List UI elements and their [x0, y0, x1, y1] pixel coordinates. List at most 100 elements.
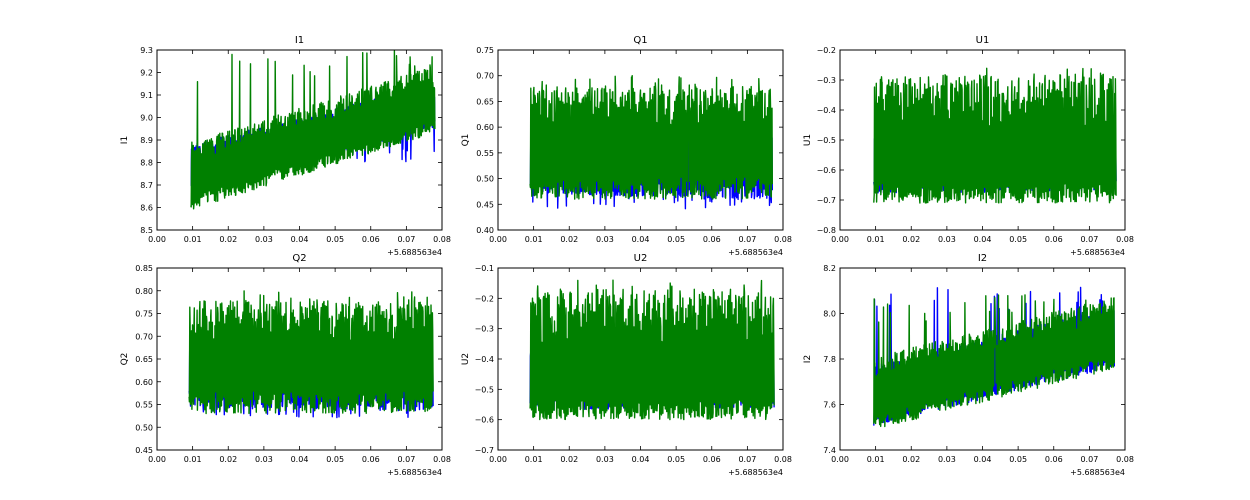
x-tick-label: 0.07	[1080, 455, 1098, 464]
chart-title: I1	[295, 35, 304, 46]
chart-title: Q2	[292, 253, 306, 264]
x-tick-label: 0.02	[560, 455, 578, 464]
x-tick-label: 0.00	[831, 455, 849, 464]
x-tick-label: 0.07	[738, 235, 756, 244]
y-tick-label: −0.5	[817, 136, 836, 145]
y-tick-label: 7.8	[823, 355, 836, 364]
y-tick-label: 0.85	[135, 264, 153, 273]
x-tick-label: 0.07	[397, 235, 415, 244]
y-tick-label: −0.4	[475, 355, 494, 364]
y-tick-label: 0.50	[135, 423, 153, 432]
y-tick-label: 0.50	[476, 175, 494, 184]
x-tick-label: 0.03	[938, 455, 956, 464]
x-tick-label: 0.02	[219, 455, 237, 464]
x-tick-label: 0.01	[184, 235, 202, 244]
series-group	[873, 67, 1117, 204]
series-group	[529, 279, 775, 421]
y-tick-label: 0.45	[135, 446, 153, 455]
x-tick-label: 0.04	[632, 455, 650, 464]
chart-title: I2	[978, 253, 987, 264]
x-tick-label: 0.05	[1009, 235, 1027, 244]
x-tick-label: 0.03	[255, 455, 273, 464]
y-tick-label: 7.6	[823, 401, 836, 410]
y-axis-label: I2	[803, 355, 813, 363]
x-tick-label: 0.08	[1116, 455, 1134, 464]
x-tick-label: 0.01	[867, 455, 885, 464]
chart-panel-u1: 0.00 0.01 0.02 0.03 0.04 0.05 0.06 0.07 0.08 −0.8…	[803, 35, 1134, 257]
chart-panel-i1: 0.00 0.01 0.02 0.03 0.04 0.05 0.06 0.07 0.08 8.5 8…	[120, 35, 451, 257]
x-tick-label: 0.03	[596, 235, 614, 244]
x-tick-label: 0.05	[667, 455, 685, 464]
x-tick-label: 0.05	[326, 235, 344, 244]
x-tick-label: 0.07	[1080, 235, 1098, 244]
y-tick-label: 8.8	[140, 159, 153, 168]
y-tick-label: 0.65	[135, 355, 153, 364]
x-tick-label: 0.04	[974, 235, 992, 244]
x-tick-label: 0.08	[433, 455, 451, 464]
x-tick-label: 0.02	[219, 235, 237, 244]
y-tick-label: 9.0	[140, 114, 153, 123]
x-offset-label: +5.688563e4	[728, 248, 783, 257]
x-tick-label: 0.06	[1045, 455, 1063, 464]
series-group	[188, 290, 434, 419]
y-tick-label: −0.4	[817, 106, 836, 115]
x-tick-label: 0.01	[525, 235, 543, 244]
series-green-line	[188, 290, 434, 415]
y-tick-label: 0.45	[476, 200, 494, 209]
x-tick-label: 0.01	[867, 235, 885, 244]
y-tick-label: 0.75	[476, 46, 494, 55]
x-tick-label: 0.07	[738, 455, 756, 464]
y-tick-label: 9.2	[140, 69, 153, 78]
chart-title: Q1	[633, 35, 647, 46]
x-tick-label: 0.06	[703, 455, 721, 464]
x-offset-label: +5.688563e4	[1070, 468, 1125, 477]
x-tick-label: 0.08	[1116, 235, 1134, 244]
series-group	[190, 50, 436, 210]
x-tick-label: 0.06	[362, 455, 380, 464]
x-tick-label: 0.00	[148, 235, 166, 244]
y-tick-label: 0.75	[135, 310, 153, 319]
y-axis-label: I1	[120, 136, 130, 144]
x-tick-label: 0.02	[560, 235, 578, 244]
x-tick-label: 0.05	[1009, 455, 1027, 464]
y-tick-label: 0.65	[476, 97, 494, 106]
x-tick-label: 0.02	[902, 235, 920, 244]
x-tick-label: 0.08	[433, 235, 451, 244]
x-tick-label: 0.08	[774, 455, 792, 464]
series-green-line	[529, 74, 773, 200]
y-tick-label: 9.1	[140, 91, 153, 100]
y-tick-label: −0.2	[475, 294, 494, 303]
y-tick-label: 8.0	[823, 310, 836, 319]
x-tick-label: 0.04	[974, 455, 992, 464]
x-tick-label: 0.05	[667, 235, 685, 244]
y-tick-label: −0.3	[817, 76, 836, 85]
x-tick-label: 0.01	[184, 455, 202, 464]
y-tick-label: 8.2	[823, 264, 836, 273]
x-tick-label: 0.08	[774, 235, 792, 244]
y-tick-label: 0.60	[135, 378, 153, 387]
x-tick-label: 0.00	[489, 455, 507, 464]
y-tick-label: 7.4	[823, 446, 836, 455]
x-offset-label: +5.688563e4	[1070, 248, 1125, 257]
y-tick-label: −0.6	[475, 416, 494, 425]
series-green-line	[873, 294, 1116, 428]
series-green-line	[873, 67, 1117, 204]
x-tick-label: 0.00	[148, 455, 166, 464]
y-tick-label: −0.2	[817, 46, 836, 55]
y-tick-label: −0.8	[817, 226, 836, 235]
y-axis-label: Q1	[461, 134, 471, 147]
y-tick-label: 0.80	[135, 287, 153, 296]
x-tick-label: 0.04	[291, 455, 309, 464]
y-tick-label: −0.3	[475, 325, 494, 334]
y-tick-label: −0.5	[475, 385, 494, 394]
y-tick-label: −0.7	[475, 446, 494, 455]
y-tick-label: 0.60	[476, 123, 494, 132]
chart-panel-q2: 0.00 0.01 0.02 0.03 0.04 0.05 0.06 0.07 0.08 0.45…	[120, 253, 451, 477]
y-tick-label: −0.1	[475, 264, 494, 273]
y-tick-label: 0.55	[476, 149, 494, 158]
y-tick-label: −0.7	[817, 196, 836, 205]
y-tick-label: 8.7	[140, 181, 153, 190]
y-tick-label: 8.9	[140, 136, 153, 145]
y-tick-label: 8.5	[140, 226, 153, 235]
